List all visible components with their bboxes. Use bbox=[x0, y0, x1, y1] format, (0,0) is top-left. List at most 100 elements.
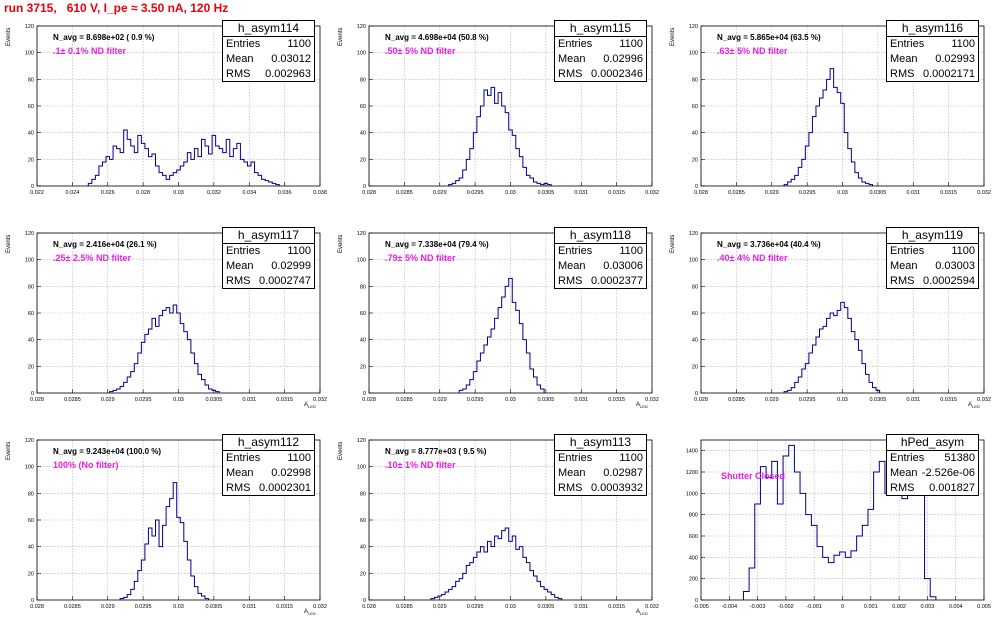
y-tick-label: 80 bbox=[692, 284, 698, 290]
histogram-bin bbox=[541, 389, 545, 393]
histogram-bin bbox=[516, 549, 520, 600]
histogram-bin bbox=[473, 372, 477, 393]
histogram-bin bbox=[505, 113, 509, 186]
x-tick-label: 0.0295 bbox=[799, 397, 816, 403]
stats-rms-value: 0.0002747 bbox=[259, 275, 311, 287]
histogram-bin bbox=[198, 593, 202, 600]
histogram-bin bbox=[99, 166, 103, 186]
histogram-bin bbox=[823, 557, 829, 600]
histogram-bin bbox=[519, 324, 523, 393]
navg-annotation: N_avg = 8.777e+03 ( 9.5 %) bbox=[385, 447, 487, 456]
histogram-bin bbox=[516, 149, 520, 186]
x-tick-label: -0.004 bbox=[721, 604, 737, 610]
histogram-bin bbox=[205, 599, 209, 600]
y-tick-label: 120 bbox=[357, 231, 366, 237]
histogram-bin bbox=[802, 159, 806, 186]
stats-entries-value: 1100 bbox=[619, 452, 643, 464]
x-axis-label-main: A bbox=[636, 402, 641, 408]
histogram-bin bbox=[795, 175, 799, 186]
x-tick-label: 0.031 bbox=[242, 397, 256, 403]
histogram-title: h_asym114 bbox=[223, 21, 314, 37]
stats-mean-value: 0.03012 bbox=[271, 53, 311, 65]
histogram-bin bbox=[244, 162, 248, 186]
histogram-bin bbox=[134, 364, 138, 393]
stats-rms-value: 0.0002594 bbox=[923, 275, 975, 287]
y-tick-label: 40 bbox=[692, 338, 698, 344]
y-tick-label: 60 bbox=[28, 311, 34, 317]
x-tick-label: 0.0305 bbox=[205, 604, 222, 610]
histogram-bin bbox=[802, 369, 806, 393]
x-tick-label: 0.0315 bbox=[940, 397, 957, 403]
histogram-bin bbox=[124, 382, 128, 393]
histogram-bin bbox=[127, 595, 131, 600]
histogram-bin bbox=[855, 173, 859, 186]
histogram-bin bbox=[138, 135, 142, 186]
stats-entries: Entries 1100 bbox=[887, 37, 978, 52]
histogram-bin bbox=[452, 183, 456, 186]
histogram-bin bbox=[272, 183, 276, 186]
filter-annotation: .79± 5% ND filter bbox=[385, 253, 456, 263]
navg-annotation: N_avg = 3.736e+04 (40.4 %) bbox=[717, 240, 821, 249]
filter-annotation: .1± 0.1% ND filter bbox=[53, 46, 126, 56]
stats-entries-label: Entries bbox=[226, 452, 261, 464]
x-tick-label: 0.03 bbox=[837, 397, 848, 403]
histogram-bin bbox=[230, 157, 234, 186]
x-tick-label: 0.03 bbox=[173, 604, 184, 610]
x-tick-label: 0.032 bbox=[313, 604, 327, 610]
histogram-bin bbox=[519, 547, 523, 600]
y-tick-label: 80 bbox=[360, 77, 366, 83]
histogram-bin bbox=[209, 154, 213, 186]
x-tick-label: 0.032 bbox=[207, 190, 221, 196]
histogram-bin bbox=[869, 185, 873, 186]
histogram-bin bbox=[784, 185, 788, 186]
histogram-bin bbox=[110, 392, 114, 393]
histogram-bin bbox=[219, 149, 223, 186]
histogram-bin bbox=[837, 310, 841, 393]
x-axis-label: ALED bbox=[304, 402, 316, 409]
histogram-bin bbox=[794, 472, 800, 600]
stats-entries-value: 51380 bbox=[944, 452, 975, 464]
stats-mean: Mean 0.02987 bbox=[555, 466, 646, 481]
histogram-bin bbox=[862, 182, 866, 186]
histogram-bin bbox=[466, 385, 470, 393]
x-tick-label: 0.0295 bbox=[467, 604, 484, 610]
histogram-bin bbox=[526, 563, 530, 600]
histogram-bin bbox=[834, 555, 840, 600]
histogram-bin bbox=[473, 557, 477, 600]
stats-rms-label: RMS bbox=[558, 68, 583, 80]
histogram-plot: 0.028 0.0285 0.029 0.0295 0.03 0.0305 0.031 0.0… bbox=[689, 24, 991, 196]
histogram-bin bbox=[488, 541, 492, 600]
histogram-bin bbox=[505, 286, 509, 393]
histogram-panel-h_asym113: 0.028 0.0285 0.029 0.0295 0.03 0.0305 0.031 0.0… bbox=[332, 420, 664, 627]
histogram-bin bbox=[177, 517, 181, 600]
y-tick-label: 40 bbox=[28, 131, 34, 137]
histogram-panel-h_asym119: 0.028 0.0285 0.029 0.0295 0.03 0.0305 0.031 0.0… bbox=[664, 213, 996, 420]
histogram-bin bbox=[788, 390, 792, 393]
histogram-panel-h_asym117: 0.028 0.0285 0.029 0.0295 0.03 0.0305 0.031 0.0… bbox=[0, 213, 332, 420]
histogram-bin bbox=[184, 162, 188, 186]
histogram-bin bbox=[127, 377, 131, 393]
histogram-plot: 0.028 0.0285 0.029 0.0295 0.03 0.0305 0.031 0.0… bbox=[357, 438, 659, 610]
histogram-bin bbox=[509, 541, 513, 600]
y-tick-label: 0 bbox=[363, 184, 366, 190]
stats-box: h_asym114 Entries 1100 Mean 0.03012 RMS 0.0… bbox=[222, 20, 315, 82]
histogram-bin bbox=[470, 380, 474, 393]
x-axis-label-main: A bbox=[968, 402, 973, 408]
x-tick-label: 0.028 bbox=[362, 604, 376, 610]
y-tick-label: 120 bbox=[25, 438, 34, 444]
x-tick-label: 0.0295 bbox=[799, 190, 816, 196]
x-tick-label: 0.034 bbox=[242, 190, 256, 196]
stats-entries-label: Entries bbox=[226, 38, 261, 50]
histogram-bin bbox=[495, 103, 499, 186]
histogram-bin bbox=[523, 340, 527, 393]
histogram-bin bbox=[459, 178, 463, 186]
histogram-bin bbox=[817, 547, 823, 600]
stats-box: h_asym115 Entries 1100 Mean 0.02996 RMS 0.0… bbox=[554, 20, 647, 82]
histogram-line bbox=[783, 68, 874, 186]
x-tick-label: 0.03 bbox=[173, 397, 184, 403]
stats-mean: Mean 0.03006 bbox=[555, 259, 646, 274]
histogram-bin bbox=[848, 149, 852, 186]
histogram-bin bbox=[830, 69, 834, 186]
x-tick-label: 0.0305 bbox=[537, 397, 554, 403]
histogram-bin bbox=[131, 589, 135, 600]
